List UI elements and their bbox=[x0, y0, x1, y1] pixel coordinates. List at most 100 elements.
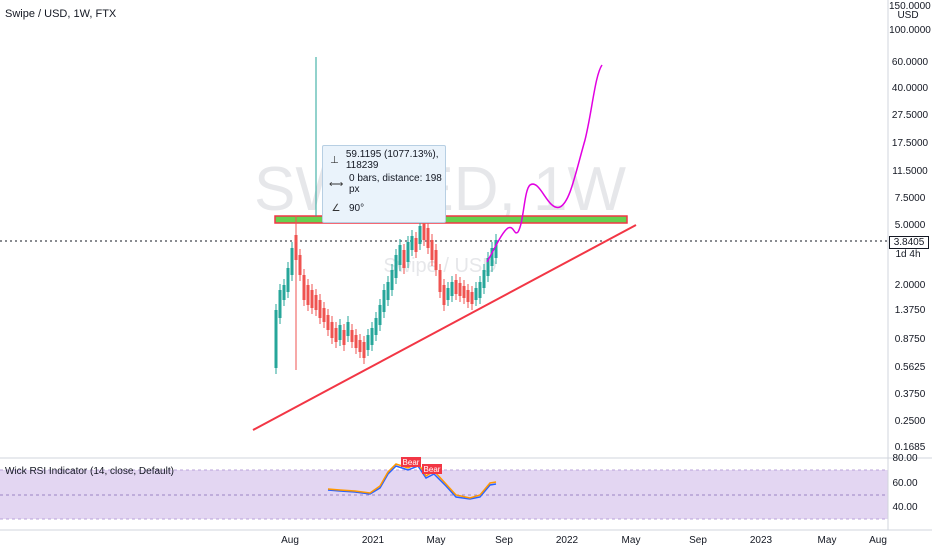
price-tick-label: 60.0000 bbox=[892, 57, 929, 68]
candle-body bbox=[422, 222, 426, 240]
candle-body bbox=[386, 282, 390, 300]
candle-body bbox=[482, 270, 486, 288]
axis-currency: USD bbox=[897, 10, 919, 21]
rsi-axis[interactable]: 80.00 60.00 40.00 bbox=[892, 453, 917, 513]
tooltip-angle-row: ∠ 90° bbox=[329, 201, 365, 215]
candle-body bbox=[410, 236, 414, 250]
candle-body bbox=[326, 315, 330, 330]
candle-body bbox=[438, 270, 442, 292]
candle-body bbox=[286, 268, 290, 292]
price-tick-label: 0.1685 bbox=[895, 442, 926, 453]
candle-body bbox=[454, 280, 458, 294]
time-tick-label: 2023 bbox=[750, 535, 773, 546]
candle-body bbox=[466, 290, 470, 302]
symbol-title: Swipe / USD, 1W, FTX bbox=[5, 8, 117, 20]
price-axis[interactable]: 100.0000 60.0000 40.0000 27.5000 17.5000 11.5… bbox=[889, 25, 931, 453]
price-tick-label: 0.8750 bbox=[895, 334, 926, 345]
tooltip-price-change: 59.1195 (1077.13%), 118239 bbox=[345, 149, 439, 171]
price-tick-label: 2.0000 bbox=[895, 280, 926, 291]
projection-path[interactable] bbox=[486, 64, 603, 263]
candle-body bbox=[302, 275, 306, 300]
candle-body bbox=[458, 283, 462, 296]
candle-body bbox=[306, 285, 310, 305]
candle-body bbox=[366, 335, 370, 350]
time-tick-label: 2022 bbox=[556, 535, 579, 546]
price-tick-label: 17.5000 bbox=[892, 138, 929, 149]
candle-body bbox=[282, 285, 286, 300]
bear-label-1-text: Bear bbox=[403, 458, 420, 467]
candle-body bbox=[442, 285, 446, 305]
bear-label-2-text: Bear bbox=[424, 465, 441, 474]
candle-body bbox=[330, 322, 334, 338]
candle-body bbox=[490, 248, 494, 266]
candle-body bbox=[398, 245, 402, 265]
candle-body bbox=[334, 328, 338, 342]
candle-body bbox=[426, 228, 430, 248]
time-tick-label: 2021 bbox=[362, 535, 385, 546]
rsi-indicator-title[interactable]: Wick RSI Indicator (14, close, Default) bbox=[5, 466, 174, 477]
price-tick-label: 1.3750 bbox=[895, 305, 926, 316]
bear-label-1 bbox=[401, 457, 421, 467]
price-tick-label: 7.5000 bbox=[895, 193, 926, 204]
candle-body bbox=[298, 255, 302, 275]
price-tick-label: 0.2500 bbox=[895, 416, 926, 427]
candle-body bbox=[342, 330, 346, 345]
angle-icon: ∠ bbox=[331, 202, 341, 214]
candle-body bbox=[274, 310, 278, 368]
candle-body bbox=[402, 250, 406, 268]
candle-body bbox=[390, 270, 394, 290]
time-tick-label: Aug bbox=[281, 535, 299, 546]
time-axis[interactable]: Aug 2021 May Sep 2022 May Sep 2023 May Aug bbox=[281, 535, 887, 546]
price-tick-label: 100.0000 bbox=[889, 25, 931, 36]
candles bbox=[274, 216, 498, 374]
candle-body bbox=[322, 308, 326, 322]
candle-body bbox=[394, 255, 398, 278]
candle-body bbox=[378, 305, 382, 325]
candle-body bbox=[358, 340, 362, 352]
candle-body bbox=[474, 288, 478, 300]
tooltip-angle: 90° bbox=[349, 202, 365, 214]
candle-body bbox=[382, 290, 386, 312]
price-range-icon: ⊥ bbox=[330, 154, 339, 166]
price-tick-label: 27.5000 bbox=[892, 110, 929, 121]
candle-body bbox=[430, 240, 434, 260]
candle-body bbox=[450, 282, 454, 296]
candle-body bbox=[338, 325, 342, 340]
price-tick-label: 0.5625 bbox=[895, 362, 926, 373]
time-tick-label: Aug bbox=[869, 535, 887, 546]
time-tick-label: May bbox=[427, 535, 446, 546]
price-tick-label: 0.3750 bbox=[895, 389, 926, 400]
candle-body bbox=[290, 248, 294, 275]
time-tick-label: Sep bbox=[495, 535, 513, 546]
tooltip-bars-row: ⟷ 0 bars, distance: 198 px bbox=[329, 173, 445, 195]
candle-body bbox=[494, 240, 498, 258]
bear-label-2 bbox=[422, 464, 442, 474]
tooltip-price-row: ⊥ 59.1195 (1077.13%), 118239 bbox=[329, 149, 445, 171]
current-price-tag: 3.8405 bbox=[889, 236, 929, 249]
candle-body bbox=[318, 300, 322, 318]
resistance-zone[interactable] bbox=[274, 215, 628, 224]
rsi-tick-label: 40.00 bbox=[892, 502, 917, 513]
candle-body bbox=[314, 295, 318, 310]
time-tick-label: May bbox=[622, 535, 641, 546]
rsi-tick-label: 80.00 bbox=[892, 453, 917, 464]
candle-body bbox=[486, 258, 490, 276]
candle-body bbox=[374, 318, 378, 335]
price-tick-label: 11.5000 bbox=[892, 166, 928, 177]
candle-body bbox=[434, 250, 438, 270]
candle-body bbox=[470, 292, 474, 304]
axis-currency-top: 150.0000 bbox=[889, 1, 931, 12]
bars-range-icon: ⟷ bbox=[329, 178, 344, 190]
price-tick-label: 5.0000 bbox=[895, 220, 926, 231]
measure-tooltip: ⊥ 59.1195 (1077.13%), 118239 ⟷ 0 bars, d… bbox=[322, 145, 446, 223]
candle-body bbox=[462, 286, 466, 298]
trendline[interactable] bbox=[252, 224, 637, 431]
candle-body bbox=[370, 328, 374, 345]
candle-body bbox=[362, 342, 366, 358]
countdown-tag: 1d 4h bbox=[889, 249, 927, 260]
tooltip-bars-distance: 0 bars, distance: 198 px bbox=[349, 173, 442, 195]
time-tick-label: Sep bbox=[689, 535, 707, 546]
candle-body bbox=[354, 335, 358, 348]
candle-body bbox=[446, 288, 450, 300]
candle-body bbox=[278, 290, 282, 318]
